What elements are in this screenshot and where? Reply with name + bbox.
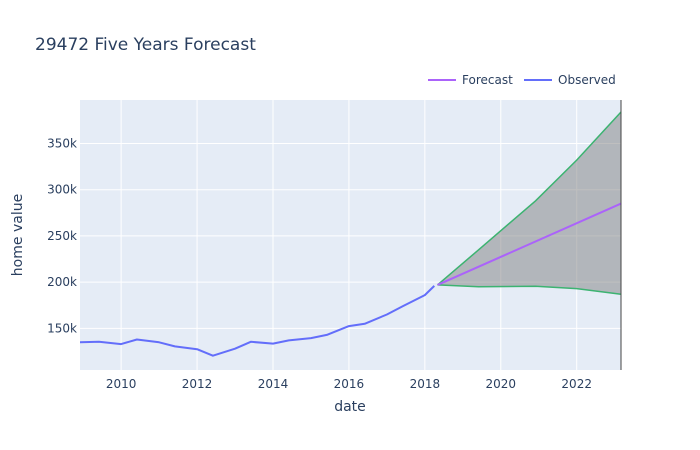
legend-label: Observed: [558, 73, 616, 87]
observed-line: [79, 285, 435, 357]
upper-bound-line: [437, 111, 622, 286]
y-tick-label: 150k: [47, 321, 77, 335]
confidence-band-fill: [437, 112, 621, 295]
x-tick-label: 2018: [410, 377, 441, 391]
x-tick-label: 2010: [106, 377, 137, 391]
y-tick-label: 200k: [47, 275, 77, 289]
x-axis-title: date: [334, 399, 366, 415]
forecast-line: [437, 202, 622, 286]
y-tick-label: 300k: [47, 183, 77, 197]
confidence-band: [437, 111, 622, 295]
legend[interactable]: Forecast Observed: [428, 73, 616, 87]
series-lines: [79, 100, 622, 370]
x-tick-label: 2014: [258, 377, 289, 391]
x-tick-label: 2016: [334, 377, 365, 391]
x-tick-label: 2022: [561, 377, 592, 391]
x-tick-label: 2020: [486, 377, 517, 391]
x-axis-ticks: 2010 2012 2014 2016 2018 2020 2022: [106, 377, 592, 391]
x-tick-label: 2012: [182, 377, 213, 391]
y-axis-ticks: 150k 200k 250k 300k 350k: [47, 136, 77, 335]
chart-title: 29472 Five Years Forecast: [35, 35, 256, 55]
legend-item-forecast[interactable]: Forecast: [428, 73, 513, 87]
lower-bound-line: [437, 284, 622, 295]
legend-item-observed[interactable]: Observed: [524, 73, 616, 87]
legend-label: Forecast: [462, 73, 513, 87]
y-tick-label: 250k: [47, 229, 77, 243]
y-tick-label: 350k: [47, 136, 77, 150]
y-axis-title: home value: [10, 194, 26, 276]
